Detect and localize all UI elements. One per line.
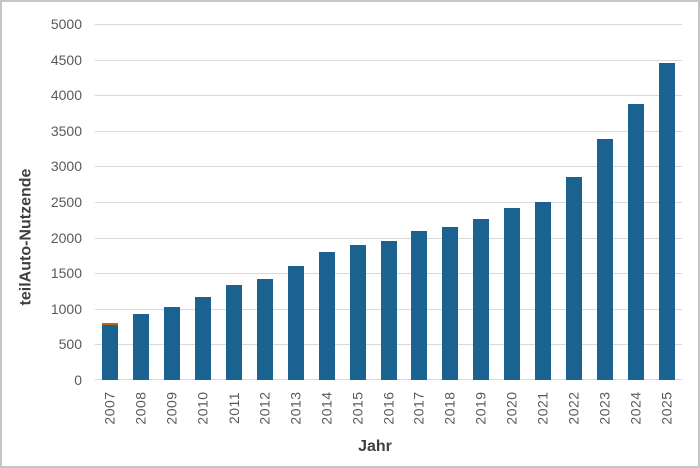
x-tick-label: 2023: [597, 391, 613, 425]
bar-2018: [442, 227, 458, 380]
gridline-4000: [95, 95, 682, 96]
bar-2010: [195, 297, 211, 380]
bar-2016: [381, 241, 397, 380]
x-tick-label: 2019: [473, 391, 489, 425]
y-tick-1500: 1500: [50, 265, 82, 281]
bar-2007-orange-cap: [102, 323, 118, 325]
x-tick-label: 2016: [381, 391, 397, 425]
x-tick-label: 2022: [566, 391, 582, 425]
x-tick-label: 2012: [257, 391, 273, 425]
x-tick-label: 2014: [319, 391, 335, 425]
bar-2011: [226, 285, 242, 380]
y-tick-4000: 4000: [50, 87, 82, 103]
x-axis-title: Jahr: [95, 438, 655, 456]
bar-2012: [257, 279, 273, 380]
y-tick-0: 0: [74, 372, 82, 388]
bar-2024: [628, 104, 644, 380]
bar-2007: [102, 325, 118, 380]
bar-2025: [659, 63, 675, 380]
x-tick-label: 2018: [442, 391, 458, 425]
bar-2009: [164, 307, 180, 380]
x-tick-label: 2007: [102, 391, 118, 425]
bar-2019: [473, 219, 489, 380]
x-tick-label: 2009: [164, 391, 180, 425]
x-tick-label: 2008: [133, 391, 149, 425]
bar-2008: [133, 314, 149, 380]
x-tick-label: 2015: [350, 391, 366, 425]
bar-2021: [535, 202, 551, 380]
bar-2015: [350, 245, 366, 380]
x-tick-label: 2020: [504, 391, 520, 425]
x-tick-label: 2011: [225, 391, 242, 425]
y-tick-4500: 4500: [50, 52, 82, 68]
y-tick-3000: 3000: [50, 158, 82, 174]
bar-2013: [288, 266, 304, 380]
gridline-4500: [95, 60, 682, 61]
gridline-5000: [95, 24, 682, 25]
x-tick-label: 2010: [195, 391, 211, 425]
y-tick-2500: 2500: [50, 194, 82, 210]
y-tick-5000: 5000: [50, 16, 82, 32]
gridline-3500: [95, 131, 682, 132]
y-tick-2000: 2000: [50, 230, 82, 246]
y-axis-tick-labels: 0 500 1000 1500 2000 2500 3000 3500 4000 4500 5000: [2, 16, 82, 388]
x-tick-label: 2025: [659, 391, 675, 425]
y-tick-1000: 1000: [50, 301, 82, 317]
gridline-2500: [95, 202, 682, 203]
x-tick-label: 2013: [288, 391, 304, 425]
bar-2020: [504, 208, 520, 380]
x-tick-label: 2024: [628, 391, 644, 425]
x-tick-label: 2017: [411, 391, 427, 425]
gridline-2000: [95, 238, 682, 239]
bar-2014: [319, 252, 335, 380]
x-axis-title-text: Jahr: [358, 438, 392, 455]
gridline-3000: [95, 166, 682, 167]
bar-2022: [566, 177, 582, 380]
x-axis-tick-labels: 2007 2008 2009 2010 2011 2012 2013 2014 2015 2016…: [95, 386, 682, 430]
x-tick-2025: 2025: [645, 386, 689, 430]
y-tick-3500: 3500: [50, 123, 82, 139]
bar-2017: [411, 231, 427, 380]
plot-area: [95, 24, 682, 380]
bar-2023: [597, 139, 613, 380]
y-tick-500: 500: [58, 336, 82, 352]
x-tick-label: 2021: [535, 391, 551, 425]
